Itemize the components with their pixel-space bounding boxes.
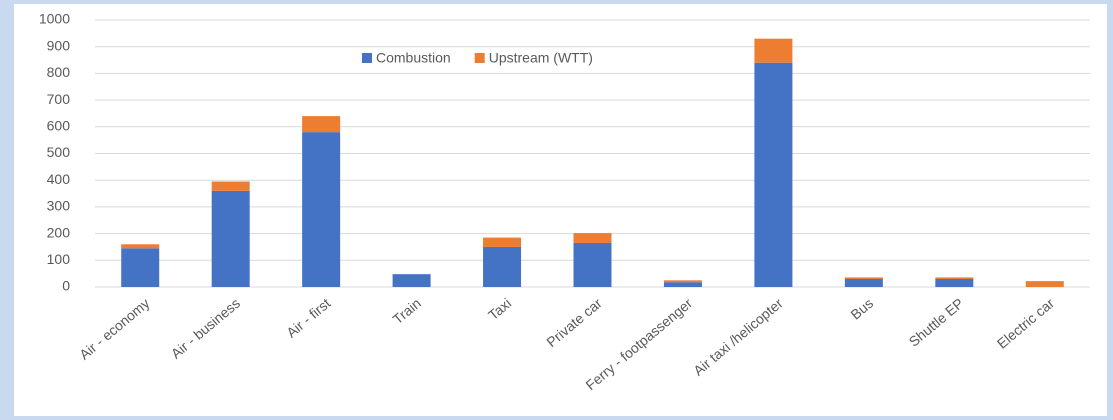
bar-segment (483, 237, 522, 247)
bar-segment (754, 62, 793, 287)
legend-label: Combustion (376, 50, 451, 66)
chart-area (14, 4, 1107, 416)
bar-segment (754, 38, 793, 63)
legend-swatch (474, 53, 485, 63)
bar-segment (211, 190, 250, 287)
legend-swatch (362, 53, 372, 63)
bar-segment (1025, 281, 1064, 287)
bar-segment (392, 274, 431, 287)
legend-label: Upstream (WTT) (489, 50, 593, 66)
bar-segment (211, 181, 250, 191)
y-tick-label: 1000 (39, 11, 70, 27)
bar-segment (573, 233, 612, 243)
y-tick-label: 700 (47, 91, 71, 107)
bar-segment (663, 282, 702, 287)
bar-segment (573, 242, 612, 287)
bar-segment (121, 248, 160, 287)
bar-segment (302, 116, 341, 133)
y-tick-label: 400 (47, 171, 71, 187)
y-tick-label: 600 (47, 118, 71, 134)
bar-segment (844, 277, 883, 279)
bar-segment (935, 277, 974, 279)
y-tick-label: 800 (47, 64, 71, 80)
y-tick-label: 100 (47, 251, 71, 267)
bar-segment (483, 246, 522, 287)
y-tick-label: 200 (47, 224, 71, 240)
bar-segment (935, 278, 974, 287)
y-tick-label: 900 (47, 37, 71, 53)
y-tick-label: 500 (47, 144, 71, 160)
bar-segment (302, 132, 341, 287)
bar-segment (663, 280, 702, 283)
bar-segment (844, 278, 883, 287)
y-tick-label: 0 (62, 278, 70, 294)
bar-segment (121, 244, 160, 249)
y-tick-label: 300 (47, 198, 71, 214)
